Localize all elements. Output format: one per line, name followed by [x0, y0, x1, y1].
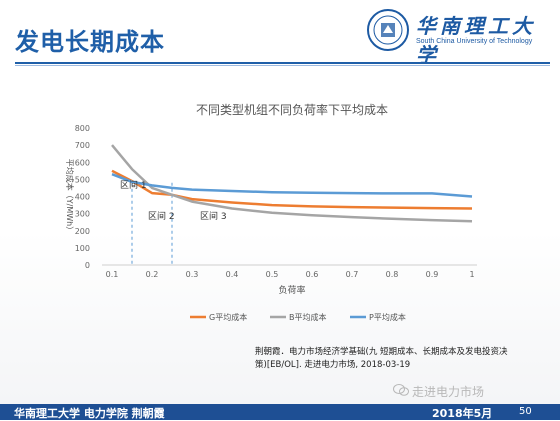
x-tick-label: 0.2: [146, 270, 159, 279]
wechat-icon: [393, 384, 409, 396]
y-tick-label: 400: [75, 193, 90, 202]
region-label: 区间 2: [148, 210, 175, 222]
chart-title: 不同类型机组不同负荷率下平均成本: [196, 102, 388, 117]
x-tick-label: 0.7: [346, 270, 359, 279]
series-line: [111, 173, 473, 198]
legend-label: B平均成本: [289, 312, 327, 322]
y-tick-label: 0: [85, 261, 90, 270]
page-number: 50: [519, 406, 532, 417]
title-divider-thin: [15, 65, 550, 66]
university-name-cn: 华南理工大学: [416, 14, 536, 67]
x-tick-label: 0.6: [306, 270, 319, 279]
series-line: [111, 144, 473, 223]
university-name-en: South China University of Technology: [416, 38, 533, 45]
region-label: 区间 1: [120, 179, 147, 191]
x-tick-label: 1: [469, 270, 474, 279]
x-tick-label: 0.3: [186, 270, 199, 279]
footer-author: 华南理工大学 电力学院 荆朝霞: [14, 407, 165, 420]
y-tick-label: 700: [75, 141, 90, 150]
y-tick-label: 200: [75, 227, 90, 236]
x-tick-label: 0.1: [106, 270, 119, 279]
x-tick-label: 0.5: [266, 270, 279, 279]
university-emblem-icon: [367, 9, 409, 51]
citation: 荆朝霞．电力市场经济学基础(九 短期成本、长期成本及发电投资决策)[EB/OL]…: [255, 347, 508, 370]
region-label: 区间 3: [200, 210, 227, 222]
slide-title: 发电长期成本: [15, 28, 165, 56]
y-tick-label: 300: [75, 210, 90, 219]
watermark: 走进电力市场: [412, 385, 485, 399]
title-divider: [15, 62, 550, 64]
y-tick-label: 100: [75, 244, 90, 253]
footer-date: 2018年5月: [432, 407, 493, 420]
footer-bar: 华南理工大学 电力学院 荆朝霞 2018年5月 50: [0, 404, 560, 420]
x-tick-label: 0.4: [226, 270, 239, 279]
university-logo: 华南理工大学 South China University of Technol…: [366, 8, 552, 67]
y-tick-label: 800: [75, 124, 90, 133]
x-axis-title: 负荷率: [278, 284, 305, 296]
series-line: [111, 169, 473, 210]
y-axis-title: 平均成本（Y/MWh）: [65, 159, 75, 234]
y-tick-label: 500: [75, 175, 90, 184]
x-tick-label: 0.8: [386, 270, 399, 279]
legend-label: G平均成本: [209, 312, 247, 322]
average-cost-chart: 不同类型机组不同负荷率下平均成本 0 100 200 300 400 500 600 700 80…: [65, 102, 477, 322]
y-tick-label: 600: [75, 158, 90, 167]
legend-label: P平均成本: [369, 312, 406, 322]
x-tick-label: 0.9: [426, 270, 439, 279]
